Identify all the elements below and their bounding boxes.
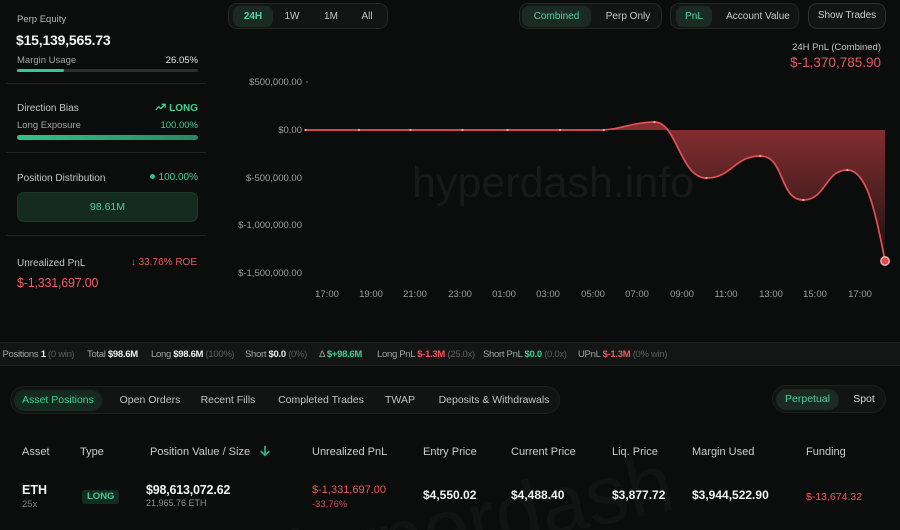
svg-text:$500,000.00: $500,000.00	[249, 77, 302, 88]
svg-text:01:00: 01:00	[492, 289, 516, 300]
svg-text:$-1,500,000.00: $-1,500,000.00	[238, 268, 302, 279]
svg-text:21:00: 21:00	[403, 289, 427, 300]
svg-text:11:00: 11:00	[714, 289, 737, 300]
svg-text:$-500,000.00: $-500,000.00	[246, 173, 302, 184]
svg-text:17:00: 17:00	[315, 289, 339, 300]
svg-text:05:00: 05:00	[581, 289, 605, 300]
svg-text:13:00: 13:00	[759, 289, 783, 300]
svg-text:23:00: 23:00	[448, 289, 472, 300]
svg-text:15:00: 15:00	[803, 289, 827, 300]
svg-text:17:00: 17:00	[848, 289, 872, 300]
svg-text:03:00: 03:00	[536, 289, 560, 300]
svg-text:19:00: 19:00	[359, 289, 383, 300]
svg-text:09:00: 09:00	[670, 289, 694, 300]
svg-text:$0.00: $0.00	[278, 125, 302, 136]
svg-text:$-1,000,000.00: $-1,000,000.00	[238, 220, 302, 231]
svg-text:07:00: 07:00	[625, 289, 649, 300]
